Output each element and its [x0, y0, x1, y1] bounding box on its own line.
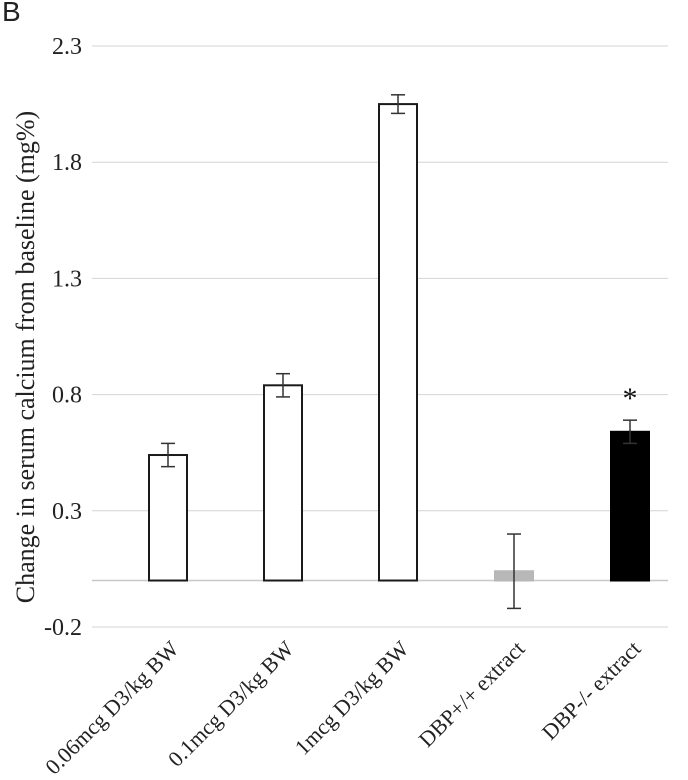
panel-label: B — [2, 0, 21, 27]
y-tick-label: 1.3 — [52, 266, 82, 292]
y-axis-label: Change in serum calcium from baseline (m… — [11, 111, 40, 603]
y-tick-label: 1.8 — [52, 150, 82, 176]
y-tick-label: 0.8 — [52, 383, 82, 409]
bar-2 — [263, 384, 303, 582]
y-tick-label: 0.3 — [52, 499, 82, 525]
bar-3 — [378, 103, 418, 582]
x-tick-label: 1mcg D3/kg BW — [290, 636, 414, 760]
x-tick-label: 0.06mcg D3/kg BW — [40, 636, 184, 780]
bar-1 — [148, 454, 188, 582]
y-tick-label: -0.2 — [44, 615, 82, 641]
y-tick-label: 2.3 — [52, 34, 82, 60]
x-tick-label: DBP-/- extract — [537, 636, 646, 745]
x-tick-label: 0.1mcg D3/kg BW — [163, 636, 299, 772]
x-tick-label: DBP+/+ extract — [414, 636, 530, 752]
bar-5 — [610, 430, 650, 582]
significance-star: * — [623, 382, 638, 415]
